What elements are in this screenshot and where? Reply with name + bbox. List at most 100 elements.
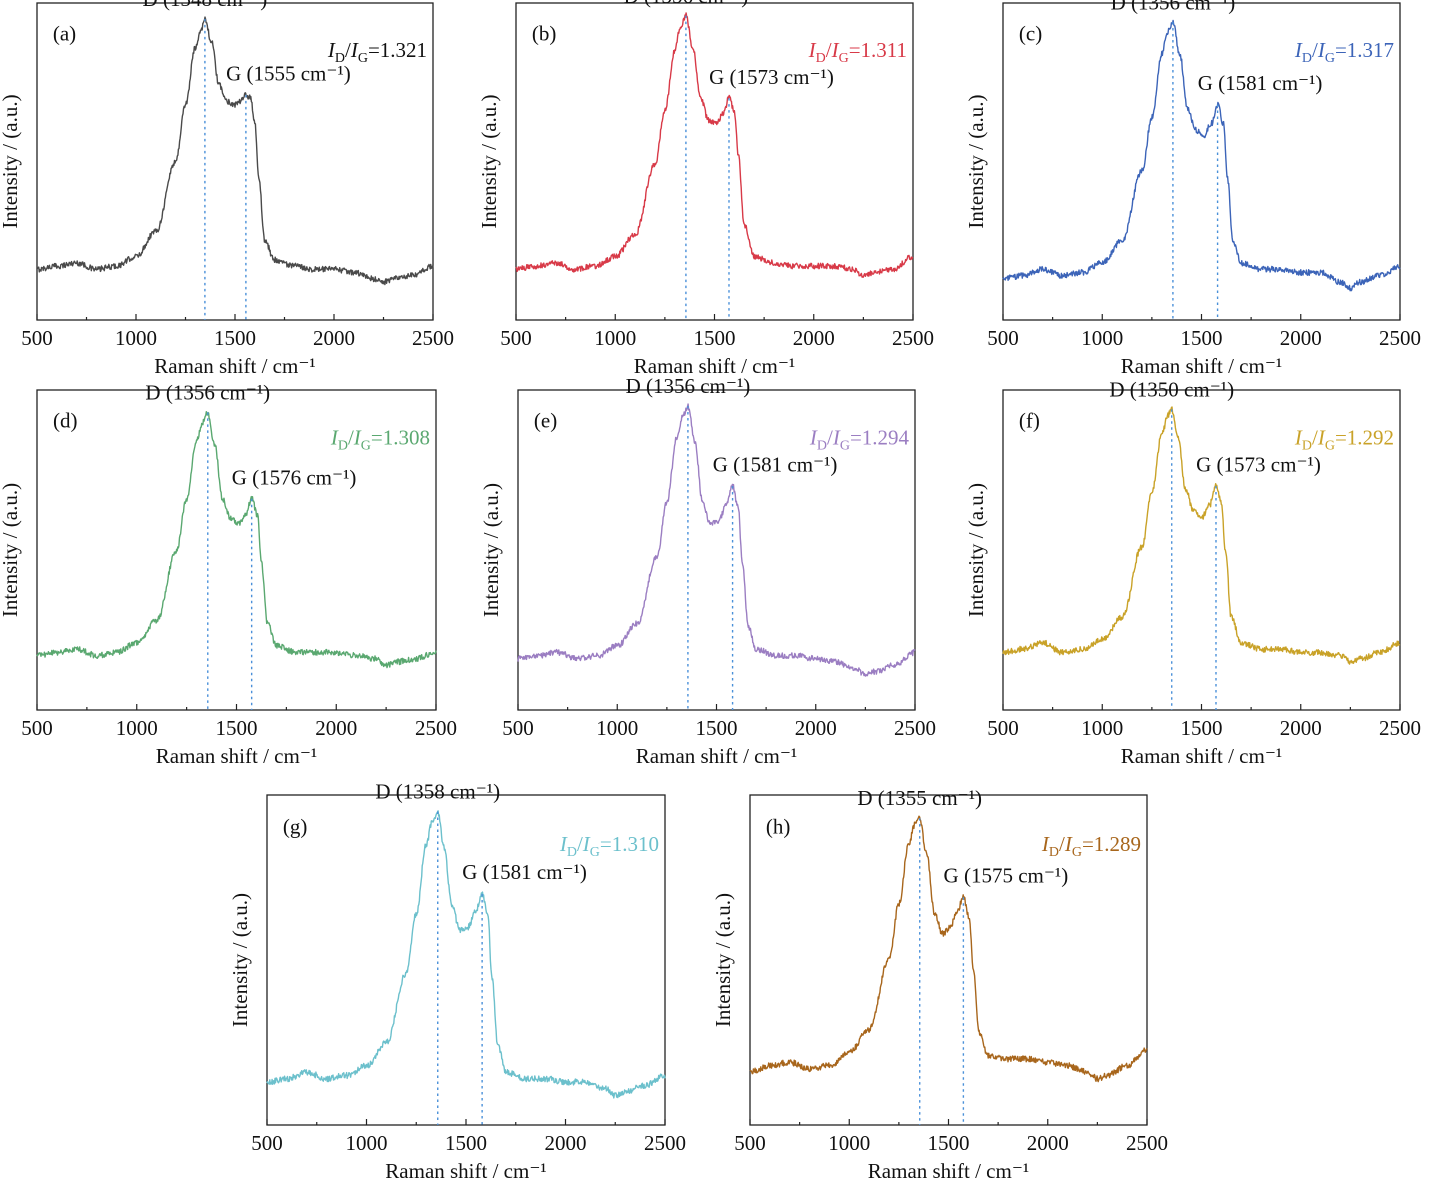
x-tick-label: 500 (21, 716, 53, 740)
x-axis-label: Raman shift / cm⁻¹ (868, 1159, 1029, 1183)
x-tick-label: 2000 (795, 716, 837, 740)
d-peak-label: D (1350 cm⁻¹) (1109, 377, 1234, 401)
panel-label: (e) (534, 409, 557, 433)
spectrum-line (36, 411, 437, 669)
x-tick-label: 1500 (214, 326, 256, 350)
id-ig-ratio: ID/IG=1.292 (1294, 425, 1394, 453)
x-tick-label: 2500 (412, 326, 454, 350)
x-tick-label: 2000 (315, 716, 357, 740)
panel-label: (g) (283, 814, 308, 838)
d-peak-label: D (1356 cm⁻¹) (626, 374, 751, 398)
x-tick-label: 500 (251, 1131, 283, 1155)
x-tick-label: 2000 (313, 326, 355, 350)
spectrum-line (1002, 19, 1401, 292)
x-tick-label: 500 (502, 716, 534, 740)
x-axis-label: Raman shift / cm⁻¹ (156, 744, 317, 768)
id-ig-ratio: ID/IG=1.308 (330, 425, 430, 453)
x-tick-label: 2500 (644, 1131, 686, 1155)
d-peak-label: D (1356 cm⁻¹) (145, 381, 270, 405)
d-peak-label: D (1348 cm⁻¹) (143, 0, 268, 11)
g-peak-label: G (1573 cm⁻¹) (1196, 453, 1321, 477)
x-axis-label: Raman shift / cm⁻¹ (154, 354, 315, 378)
x-tick-label: 1500 (1181, 716, 1223, 740)
spectrum-line (266, 810, 666, 1099)
id-ig-ratio: ID/IG=1.311 (808, 38, 907, 66)
g-peak-label: G (1573 cm⁻¹) (709, 65, 834, 89)
d-peak-label: D (1356 cm⁻¹) (624, 0, 749, 8)
x-tick-label: 2500 (1126, 1131, 1168, 1155)
panel-label: (f) (1019, 409, 1040, 433)
g-peak-label: G (1581 cm⁻¹) (713, 453, 838, 477)
y-axis-label: Intensity / (a.u.) (228, 893, 252, 1027)
panel-f: 500 1000 1500 2000 2500 Raman shift / cm⁻¹ Int… (964, 377, 1421, 768)
panel-b: 500 1000 1500 2000 2500 Raman shift / cm⁻¹ Int… (477, 0, 934, 378)
x-tick-label: 500 (734, 1131, 766, 1155)
x-axis-label: Raman shift / cm⁻¹ (385, 1159, 546, 1183)
g-peak-label: G (1555 cm⁻¹) (226, 62, 351, 86)
spectrum-line (517, 403, 916, 677)
x-tick-label: 1000 (1081, 326, 1123, 350)
d-peak-label: D (1356 cm⁻¹) (1111, 0, 1236, 14)
x-tick-label: 1500 (1181, 326, 1223, 350)
id-ig-ratio: ID/IG=1.294 (809, 425, 910, 453)
g-peak-label: G (1575 cm⁻¹) (944, 863, 1069, 887)
panel-d: 500 1000 1500 2000 2500 Raman shift / cm⁻¹ Int… (0, 381, 457, 768)
d-peak-label: D (1355 cm⁻¹) (857, 786, 982, 810)
x-axis-label: Raman shift / cm⁻¹ (1121, 354, 1282, 378)
spectrum-line (1002, 406, 1401, 665)
y-axis-label: Intensity / (a.u.) (0, 483, 22, 617)
panel-label: (b) (532, 21, 557, 45)
x-tick-label: 1000 (594, 326, 636, 350)
panel-label: (h) (766, 814, 791, 838)
x-tick-label: 2500 (892, 326, 934, 350)
x-tick-label: 1500 (216, 716, 258, 740)
x-axis-label: Raman shift / cm⁻¹ (636, 744, 797, 768)
y-axis-label: Intensity / (a.u.) (964, 94, 988, 228)
x-tick-label: 500 (500, 326, 532, 350)
y-axis-label: Intensity / (a.u.) (711, 893, 735, 1027)
x-tick-label: 1000 (116, 716, 158, 740)
panel-e: 500 1000 1500 2000 2500 Raman shift / cm⁻¹ Int… (479, 374, 936, 768)
y-axis-label: Intensity / (a.u.) (479, 483, 503, 617)
x-tick-label: 2500 (894, 716, 936, 740)
y-axis-label: Intensity / (a.u.) (0, 94, 22, 228)
x-tick-label: 1000 (596, 716, 638, 740)
x-tick-label: 1500 (694, 326, 736, 350)
x-tick-label: 2000 (1280, 326, 1322, 350)
x-tick-label: 1000 (828, 1131, 870, 1155)
panel-h: 500 1000 1500 2000 2500 Raman shift / cm⁻¹ Int… (711, 786, 1168, 1183)
x-axis-label: Raman shift / cm⁻¹ (634, 354, 795, 378)
panel-a: 500 1000 1500 2000 2500 Raman shift / cm⁻¹ Int… (0, 0, 454, 378)
y-axis-label: Intensity / (a.u.) (964, 483, 988, 617)
x-tick-label: 1500 (928, 1131, 970, 1155)
x-tick-label: 2000 (793, 326, 835, 350)
x-tick-label: 1500 (696, 716, 738, 740)
id-ig-ratio: ID/IG=1.310 (559, 832, 659, 860)
panel-g: 500 1000 1500 2000 2500 Raman shift / cm⁻¹ Int… (228, 779, 686, 1183)
panel-label: (c) (1019, 21, 1042, 45)
x-tick-label: 2000 (545, 1131, 587, 1155)
x-axis-label: Raman shift / cm⁻¹ (1121, 744, 1282, 768)
x-tick-label: 2000 (1027, 1131, 1069, 1155)
d-peak-label: D (1358 cm⁻¹) (375, 779, 500, 803)
spectrum-line (515, 12, 914, 278)
x-tick-label: 2500 (1379, 716, 1421, 740)
x-tick-label: 500 (987, 716, 1019, 740)
x-tick-label: 500 (21, 326, 53, 350)
panel-label: (d) (53, 409, 78, 433)
x-tick-label: 1000 (1081, 716, 1123, 740)
x-tick-label: 1000 (115, 326, 157, 350)
id-ig-ratio: ID/IG=1.321 (327, 38, 427, 66)
id-ig-ratio: ID/IG=1.317 (1294, 38, 1394, 66)
x-tick-label: 2500 (1379, 326, 1421, 350)
spectrum-line (36, 16, 434, 286)
g-peak-label: G (1581 cm⁻¹) (1198, 71, 1323, 95)
g-peak-label: G (1581 cm⁻¹) (462, 860, 587, 884)
x-tick-label: 2000 (1280, 716, 1322, 740)
g-peak-label: G (1576 cm⁻¹) (232, 465, 357, 489)
panel-c: 500 1000 1500 2000 2500 Raman shift / cm⁻¹ Int… (964, 0, 1421, 378)
id-ig-ratio: ID/IG=1.289 (1041, 832, 1141, 860)
y-axis-label: Intensity / (a.u.) (477, 94, 501, 228)
panel-label: (a) (53, 21, 76, 45)
